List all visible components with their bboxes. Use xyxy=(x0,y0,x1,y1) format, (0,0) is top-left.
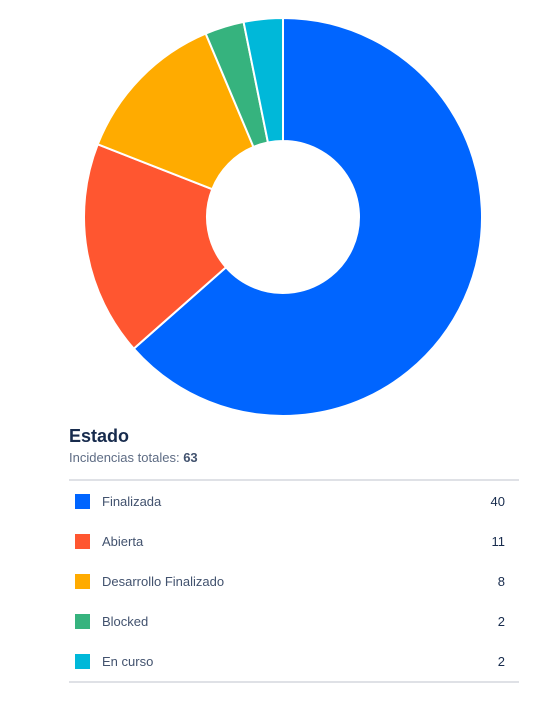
slice-en-curso[interactable] xyxy=(242,16,284,144)
legend-label: Desarrollo Finalizado xyxy=(102,573,225,589)
total-issues: Incidencias totales: 63 xyxy=(69,450,519,466)
chart-summary: Estado Incidencias totales: 63 xyxy=(69,424,519,466)
legend-row[interactable]: En curso 2 xyxy=(69,641,519,681)
slice-desarrollo-finalizado[interactable] xyxy=(96,32,255,191)
legend-value: 8 xyxy=(497,573,505,589)
legend-swatch xyxy=(75,653,90,669)
legend: Finalizada 40 Abierta 11 Desarrollo Finaliza… xyxy=(69,479,519,683)
slice-abierta[interactable] xyxy=(83,143,228,351)
legend-swatch xyxy=(75,533,90,549)
legend-value: 40 xyxy=(490,493,505,509)
total-label: Incidencias totales: xyxy=(69,450,180,465)
slice-finalizada[interactable] xyxy=(132,16,483,417)
total-value: 63 xyxy=(183,450,198,465)
legend-row[interactable]: Blocked 2 xyxy=(69,601,519,641)
legend-value: 11 xyxy=(491,533,506,549)
legend-value: 2 xyxy=(497,613,505,629)
legend-swatch xyxy=(75,493,90,509)
legend-value: 2 xyxy=(497,653,505,669)
legend-label: Finalizada xyxy=(102,493,162,509)
donut-chart xyxy=(83,16,483,417)
legend-label: Blocked xyxy=(102,613,149,629)
chart-title: Estado xyxy=(69,426,130,446)
legend-label: En curso xyxy=(102,653,154,669)
legend-row[interactable]: Abierta 11 xyxy=(69,521,519,561)
legend-swatch xyxy=(75,613,90,629)
legend-label: Abierta xyxy=(102,533,144,549)
legend-row[interactable]: Finalizada 40 xyxy=(69,481,519,521)
legend-row[interactable]: Desarrollo Finalizado 8 xyxy=(69,561,519,601)
legend-swatch xyxy=(75,573,90,589)
